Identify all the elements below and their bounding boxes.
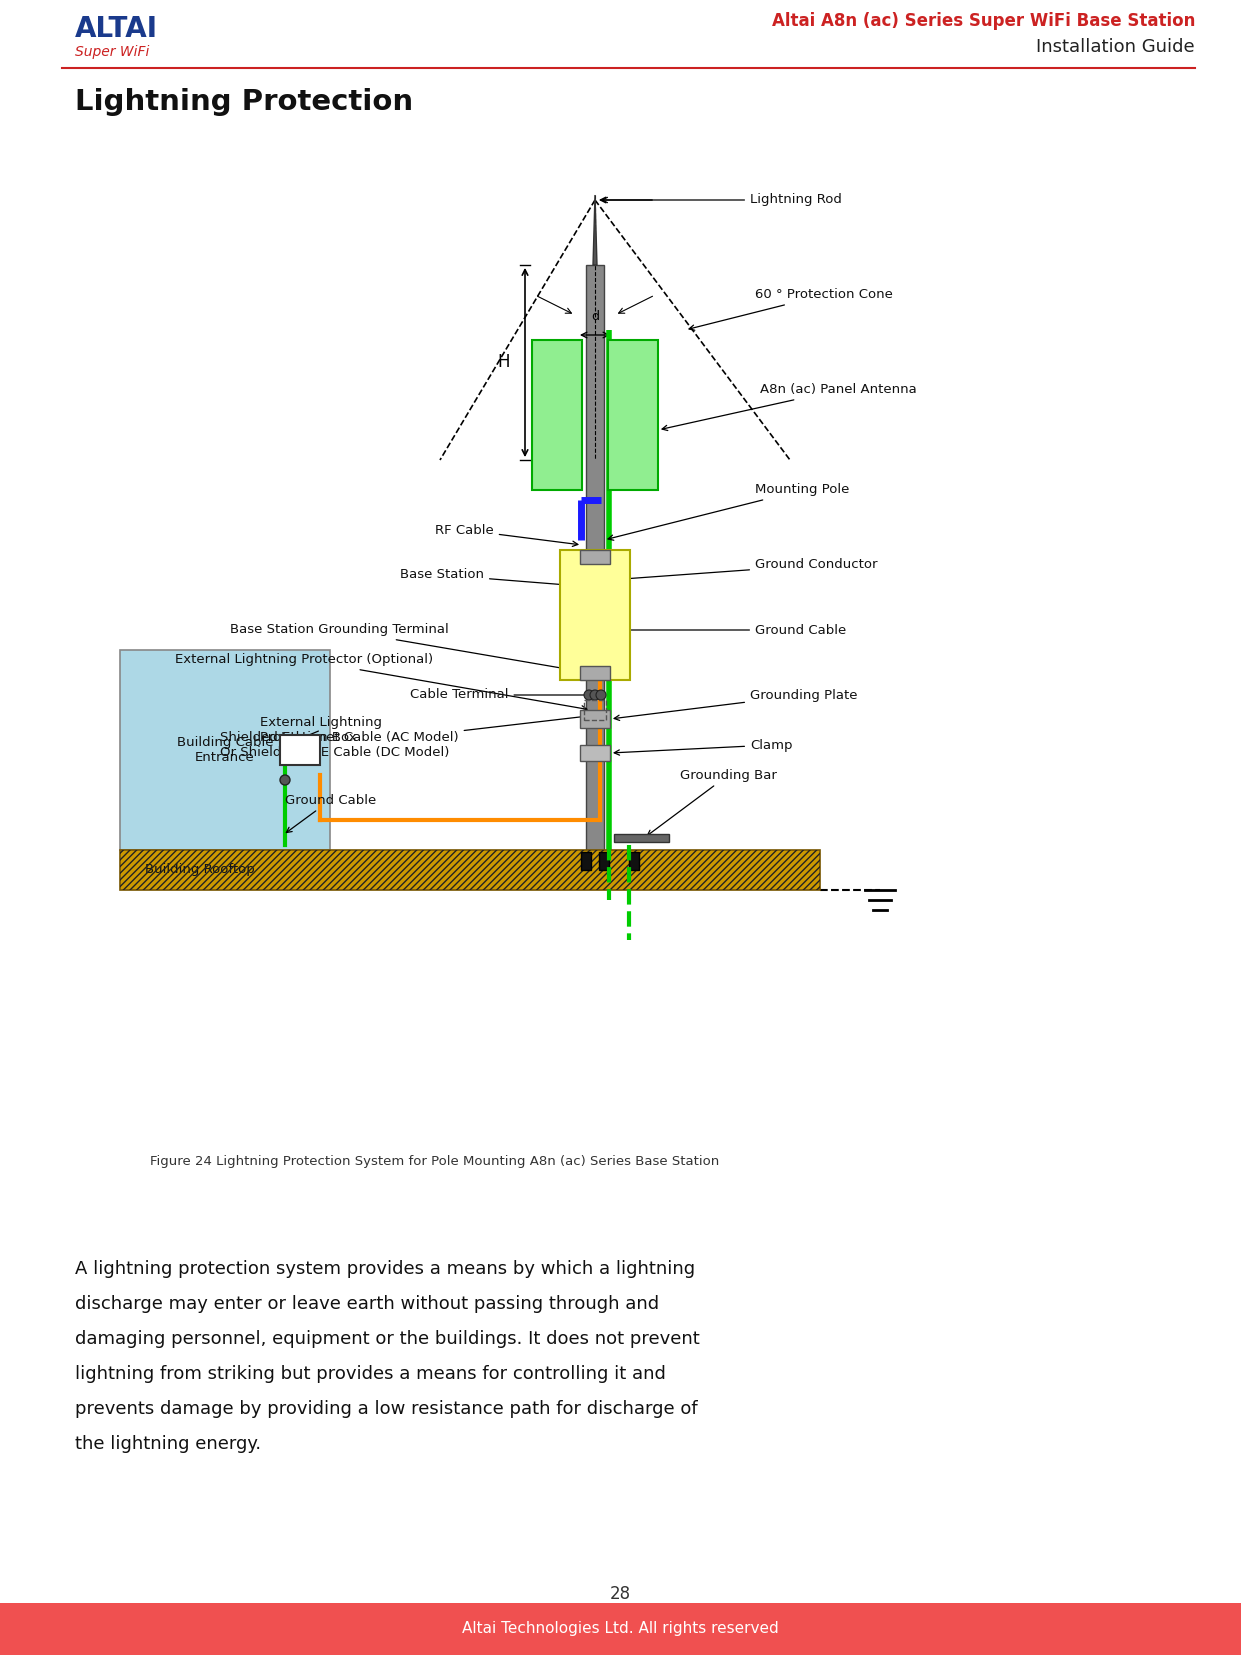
Bar (580, 710, 611, 728)
Bar (599, 852, 609, 871)
Text: Ground Conductor: Ground Conductor (613, 558, 877, 583)
Text: Clamp: Clamp (614, 738, 793, 755)
Bar (580, 665, 611, 680)
Bar (608, 339, 658, 490)
Text: H: H (498, 353, 510, 371)
Bar (581, 852, 591, 871)
Circle shape (585, 690, 594, 700)
Text: discharge may enter or leave earth without passing through and: discharge may enter or leave earth witho… (74, 1294, 659, 1312)
Text: the lightning energy.: the lightning energy. (74, 1435, 261, 1453)
Text: Building Cable
Entrance: Building Cable Entrance (176, 736, 273, 765)
Bar (629, 852, 639, 871)
Bar (580, 549, 611, 564)
Text: Altai Technologies Ltd. All rights reserved: Altai Technologies Ltd. All rights reser… (462, 1622, 778, 1637)
Text: Building Rooftop: Building Rooftop (145, 864, 254, 877)
Text: A8n (ac) Panel Antenna: A8n (ac) Panel Antenna (663, 384, 917, 430)
Bar (586, 265, 604, 856)
Text: Cable Terminal: Cable Terminal (410, 688, 596, 702)
Circle shape (589, 690, 599, 700)
Bar (580, 745, 611, 761)
Text: lightning from striking but provides a means for controlling it and: lightning from striking but provides a m… (74, 1365, 666, 1384)
Bar (120, 650, 330, 851)
Text: Ground Cable: Ground Cable (285, 793, 376, 832)
Text: RF Cable: RF Cable (436, 523, 578, 546)
Circle shape (280, 775, 290, 784)
Text: 28: 28 (609, 1585, 630, 1604)
Text: Grounding Plate: Grounding Plate (614, 688, 858, 720)
Text: External Lightning Protector (Optional): External Lightning Protector (Optional) (175, 654, 587, 712)
Bar (614, 834, 669, 842)
Circle shape (596, 690, 606, 700)
Bar (120, 851, 820, 890)
Text: Ground Cable: Ground Cable (616, 624, 846, 637)
Text: d: d (591, 309, 599, 323)
Bar (585, 700, 606, 720)
Polygon shape (593, 195, 597, 265)
Text: ALTAI: ALTAI (74, 15, 158, 43)
Text: Altai A8n (ac) Series Super WiFi Base Station: Altai A8n (ac) Series Super WiFi Base St… (772, 12, 1195, 30)
Text: Figure 24 Lightning Protection System for Pole Mounting A8n (ac) Series Base Sta: Figure 24 Lightning Protection System fo… (150, 1155, 720, 1168)
Text: Mounting Pole: Mounting Pole (608, 483, 849, 540)
Text: External Lightning
Protection Box: External Lightning Protection Box (261, 717, 382, 745)
Bar (280, 735, 320, 765)
Text: Lightning Rod: Lightning Rod (602, 194, 841, 207)
Text: Shielded Ethernet Cable (AC Model)
Or Shielded POE Cable (DC Model): Shielded Ethernet Cable (AC Model) Or Sh… (220, 713, 593, 760)
Text: Grounding Bar: Grounding Bar (648, 768, 777, 836)
Text: A lightning protection system provides a means by which a lightning: A lightning protection system provides a… (74, 1259, 695, 1278)
Text: Super WiFi: Super WiFi (74, 45, 149, 60)
Bar (560, 549, 630, 680)
Text: damaging personnel, equipment or the buildings. It does not prevent: damaging personnel, equipment or the bui… (74, 1331, 700, 1349)
Text: Lightning Protection: Lightning Protection (74, 88, 413, 116)
Bar (0, 1604, 1241, 1655)
Text: prevents damage by providing a low resistance path for discharge of: prevents damage by providing a low resis… (74, 1400, 697, 1418)
Text: Installation Guide: Installation Guide (1036, 38, 1195, 56)
Bar (532, 339, 582, 490)
Bar (120, 851, 820, 890)
Text: 60 ° Protection Cone: 60 ° Protection Cone (689, 288, 892, 331)
Text: Base Station Grounding Terminal: Base Station Grounding Terminal (230, 624, 598, 675)
Text: Base Station: Base Station (400, 569, 625, 592)
